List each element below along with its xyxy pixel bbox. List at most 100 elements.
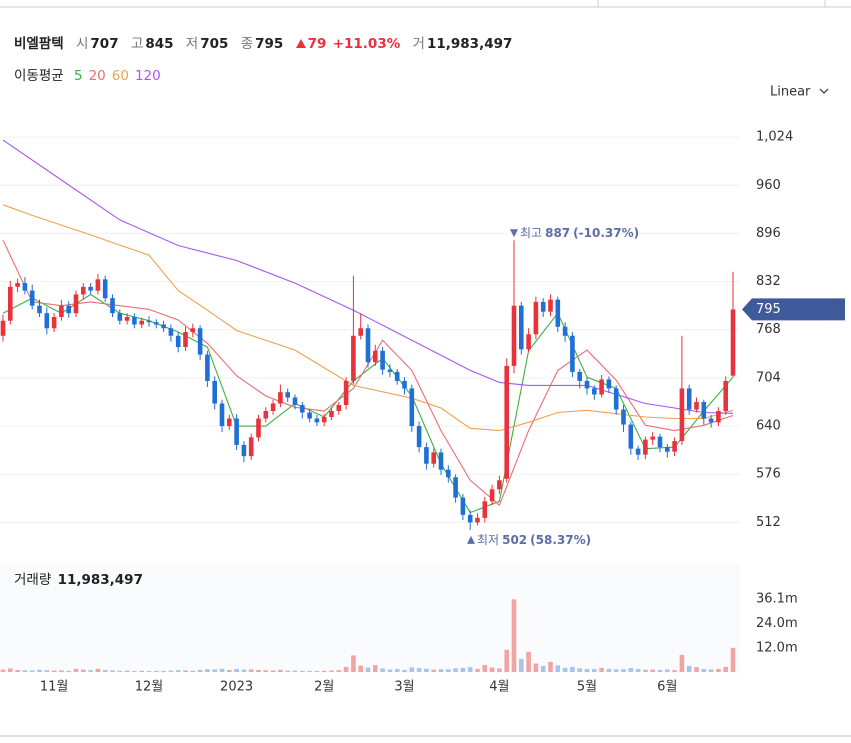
annotation: 최고 887 (-10.37%) [520,226,639,240]
candle-body [716,411,721,423]
x-tick-label: 2월 [314,680,334,695]
volume-bar [248,669,254,672]
volume-bar [307,670,312,672]
volume-bar [44,670,50,672]
volume-bar [453,668,458,672]
volume-bar [263,670,269,672]
y-tick-label: 36.1m [756,592,798,607]
candle-body [694,401,699,410]
candle-body [497,480,502,490]
candle-body [548,299,553,312]
volume-bar [635,668,641,672]
candle-body [402,380,407,389]
volume-bar [380,668,385,672]
volume-bar [438,669,444,672]
volume-bar [716,668,721,672]
volume-bar [584,668,590,672]
volume-bar [446,669,451,672]
y-tick-label: 896 [756,226,781,241]
candle-body [394,371,400,381]
candle-body [526,334,531,350]
candle-body [270,403,276,412]
candle-body [446,469,451,478]
candle-body [504,365,509,479]
candle-body [635,448,641,455]
candle-body [365,328,371,363]
volume-bar [533,663,539,672]
volume-bar [321,670,327,672]
volume-bar [606,668,612,672]
volume-bar [15,669,20,672]
candle-body [0,320,6,336]
close: 795 [255,36,284,52]
candle-body [708,418,714,423]
candle-body [453,477,458,498]
last-price-tag [742,298,845,321]
candle-body [672,441,677,452]
candle-body [292,397,298,406]
moving-average [2,204,734,432]
candle-body [219,403,225,427]
candle-body [431,452,436,464]
candle-body [351,335,356,381]
candle-body [22,283,28,291]
y-tick-label: 24.0m [756,616,798,631]
candle-body [519,305,524,350]
volume-bar [212,669,217,672]
volume-bar [190,670,196,672]
menu-chevron[interactable] [819,88,829,94]
candle-body [628,424,634,449]
candle-body [278,392,283,404]
header: 비엘팜텍 시 707 고 845 저 705 종 795 79 +11.03% 거 11,… [14,32,514,52]
candle-body [409,388,415,427]
volume-bar [482,664,488,672]
volume-bar [592,669,597,672]
volume-bar [197,669,203,672]
candle-body [482,501,488,518]
candle-body [329,411,334,418]
candle-body [95,279,101,291]
candle-body [416,426,422,448]
scale-menu[interactable]: Linear [770,85,811,100]
volume-bar [329,670,334,672]
volume-bar [708,669,714,672]
candle-body [511,305,517,366]
change-pct: +11.03% [332,36,401,52]
candle-body [285,392,290,398]
candle-body [8,286,13,321]
volume-bar [694,667,699,672]
y-tick-label: 640 [756,419,781,434]
volume-bar [300,670,305,672]
volume-bar [613,669,619,672]
candle-body [533,301,539,335]
candle-body [44,313,50,329]
annotation-arrow [467,535,475,544]
candle-body [387,369,393,372]
volume-bar [256,669,261,672]
volume-title-value: 11,983,497 [57,572,143,588]
candle-body [467,514,473,523]
volume-bar [394,668,400,672]
volume-bar [643,669,648,672]
candle-body [168,328,174,336]
y-tick-label: 1,024 [756,130,793,145]
volume-bar [730,647,736,672]
high: 845 [145,36,174,52]
volume-bar [146,670,152,672]
volume-bar [599,667,604,672]
volume-bar [577,668,582,672]
volume-bar [37,669,42,672]
candle-body [314,418,320,423]
y-tick-label: 832 [756,274,781,289]
volume-bar [519,658,524,672]
volume-bar [0,669,6,672]
candle-body [373,350,378,363]
low: 705 [200,36,229,52]
candle-body [37,305,42,314]
annotation-change: (58.37%) [530,532,591,546]
candle-body [146,320,152,323]
stock-name: 비엘팜텍 [14,36,64,52]
volume-bar [548,661,553,672]
